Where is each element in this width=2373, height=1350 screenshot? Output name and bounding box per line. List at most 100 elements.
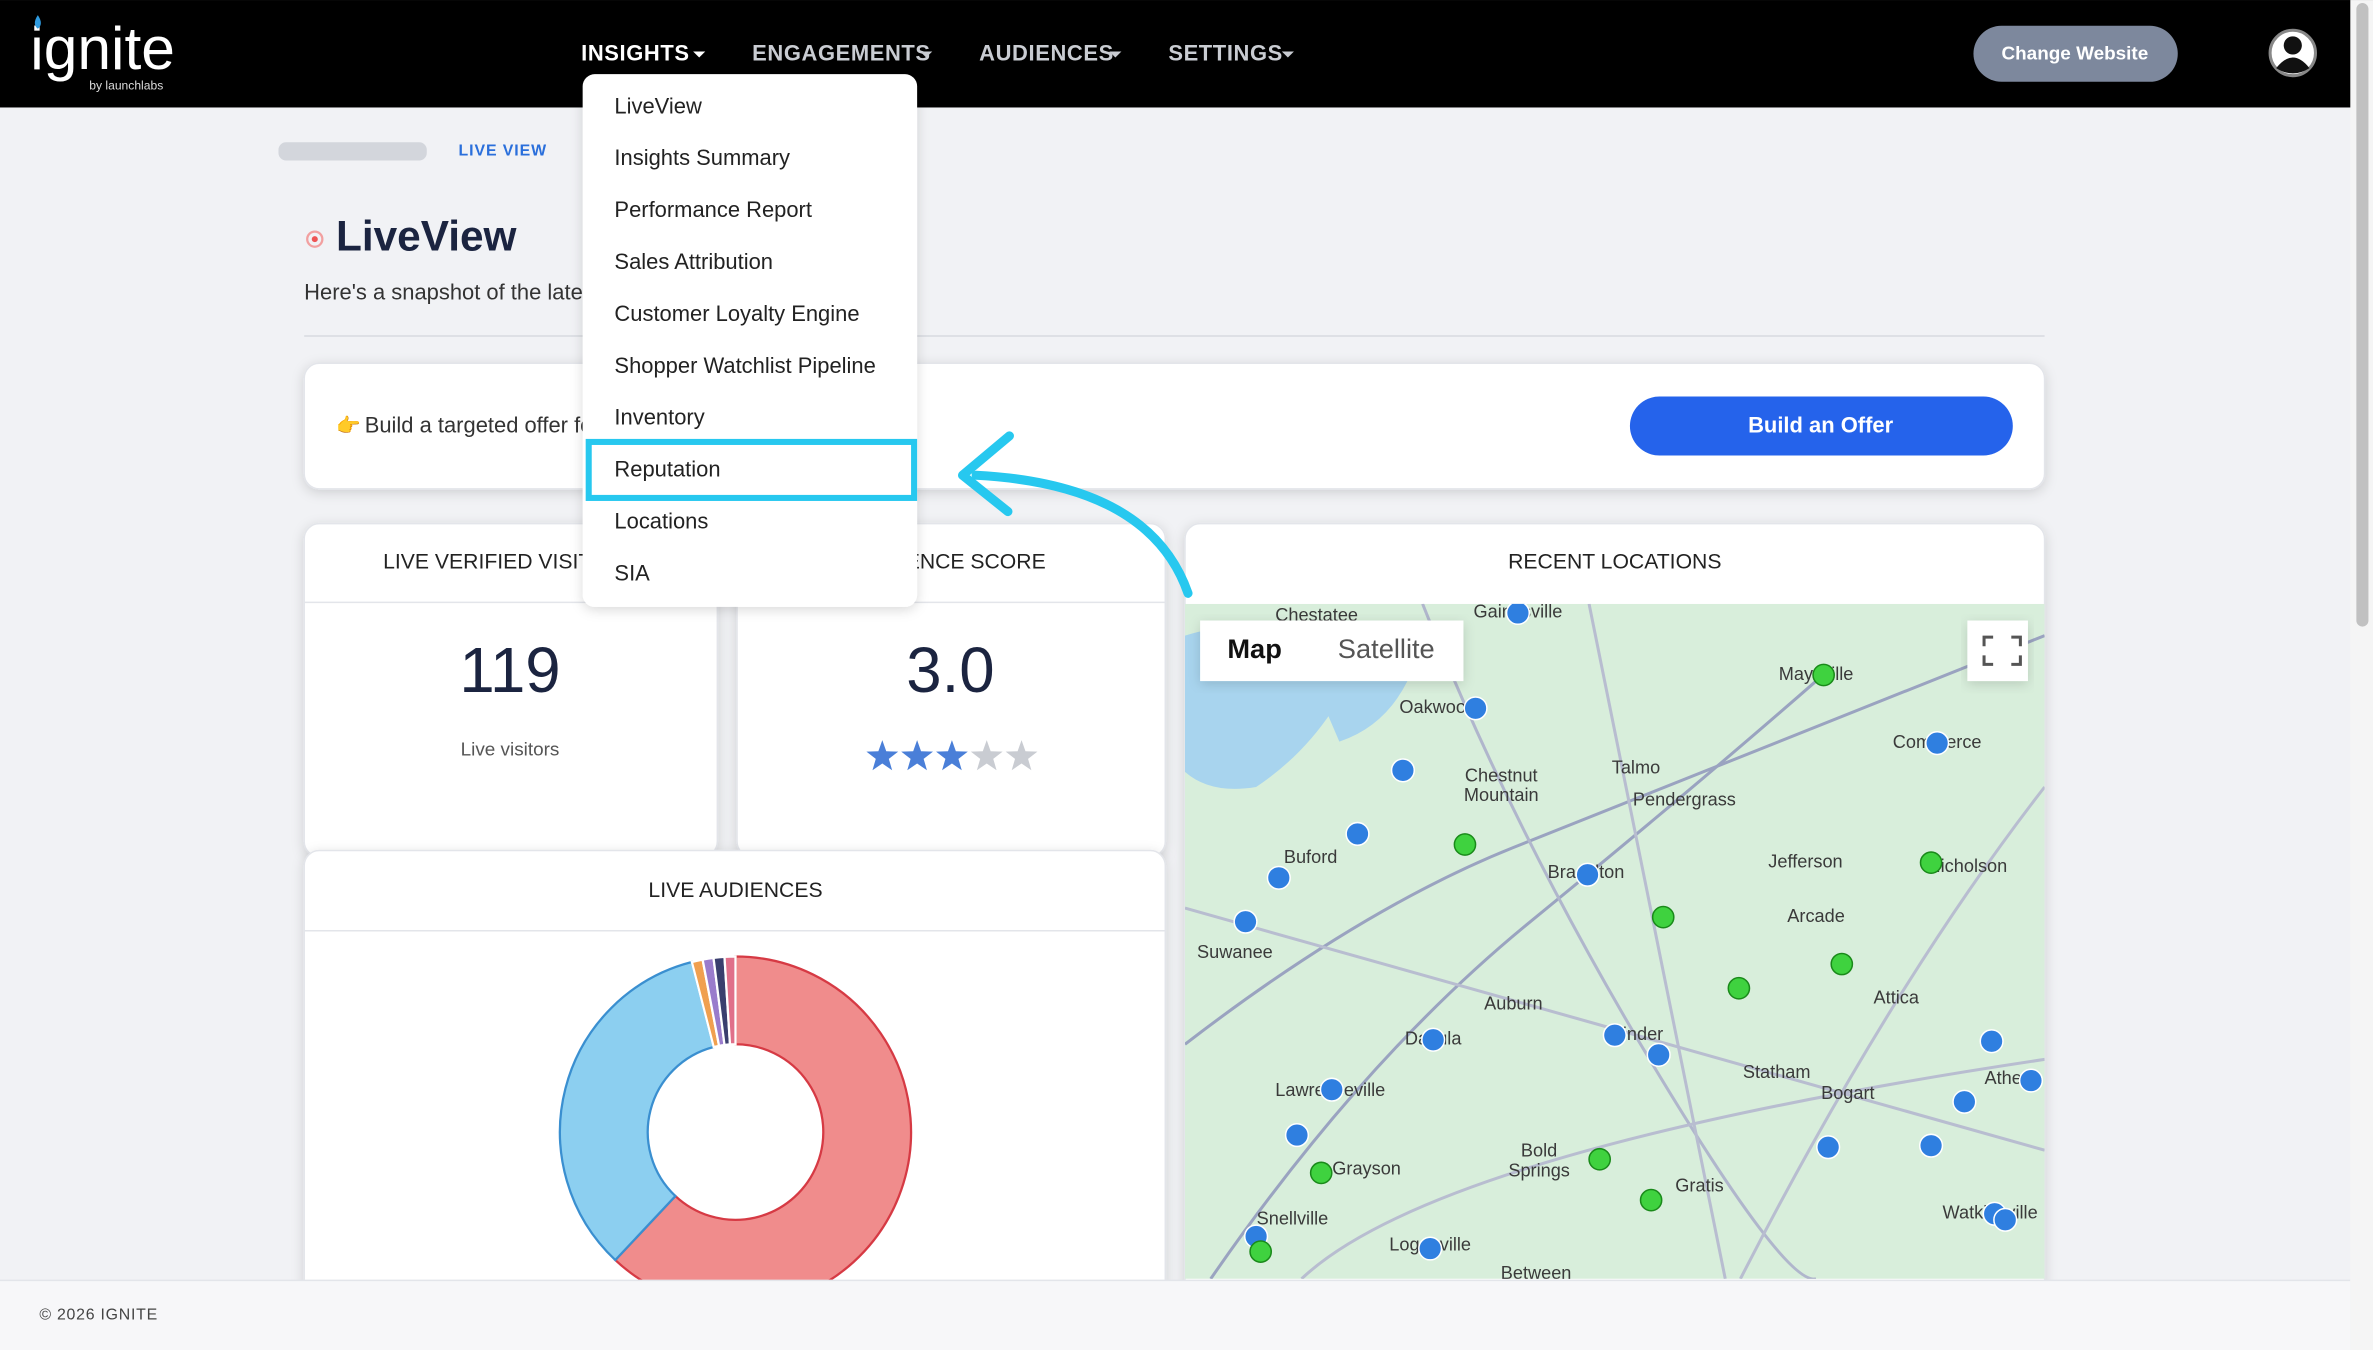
fullscreen-icon	[1982, 635, 2022, 666]
visitor-label: Live visitors	[461, 740, 560, 761]
star	[1005, 740, 1038, 771]
map-tab[interactable]: Satellite	[1338, 633, 1435, 664]
nav-caret	[1281, 51, 1294, 58]
map-marker-blue[interactable]	[1418, 1236, 1443, 1261]
dropdown-menu	[582, 74, 918, 607]
map-place-label: Talmo	[1612, 758, 1660, 778]
build-offer-button[interactable]	[1629, 396, 2013, 456]
map-marker-green[interactable]	[1651, 905, 1675, 929]
road	[1300, 1057, 2045, 1279]
map-marker-green[interactable]	[1588, 1147, 1612, 1171]
map-place-label: Grayson	[1332, 1159, 1401, 1179]
map-place-label: Attica	[1874, 988, 1920, 1008]
map-marker-green[interactable]	[1919, 851, 1943, 875]
map-marker-blue[interactable]	[1390, 758, 1416, 783]
road	[1739, 786, 2045, 1279]
star	[901, 740, 934, 771]
map-place-label: Pendergrass	[1633, 789, 1736, 809]
nav-item[interactable]: ENGAGEMENTS	[752, 40, 931, 65]
star	[936, 740, 968, 771]
dropdown-item[interactable]: Reputation	[614, 457, 720, 482]
card-title: RECENT LOCATIONS	[1508, 551, 1721, 574]
road	[1587, 603, 1727, 1279]
map-place-label: Auburn	[1484, 994, 1543, 1014]
map-place-label: Between	[1501, 1263, 1572, 1283]
map-marker-blue[interactable]	[1319, 1077, 1344, 1102]
nav-item[interactable]: INSIGHTS	[581, 40, 689, 65]
road	[1421, 603, 1817, 1279]
donut-segment[interactable]	[723, 955, 737, 1046]
card-title: LIVE VERIFIED VISITORS	[383, 551, 637, 574]
star	[866, 740, 899, 771]
map-marker-blue[interactable]	[1646, 1042, 1671, 1067]
donut-segment[interactable]	[558, 960, 716, 1262]
map-marker-blue[interactable]	[2018, 1068, 2044, 1093]
map-marker-blue[interactable]	[1345, 821, 1370, 847]
map-marker-blue[interactable]	[1463, 696, 1488, 721]
dropdown-item[interactable]: Sales Attribution	[614, 249, 773, 274]
map-marker-blue[interactable]	[1918, 1133, 1944, 1158]
annotation-arrowhead	[957, 431, 1014, 517]
map-marker-green[interactable]	[1249, 1240, 1273, 1263]
star	[970, 740, 1003, 771]
map-marker-green[interactable]	[1453, 833, 1477, 856]
map-marker-green[interactable]	[1309, 1161, 1333, 1185]
map-marker-green[interactable]	[1727, 976, 1751, 1000]
dropdown-item[interactable]: Locations	[614, 509, 708, 534]
map-tab[interactable]: Map	[1227, 633, 1281, 664]
dropdown-item[interactable]: Shopper Watchlist Pipeline	[614, 353, 875, 378]
road	[1184, 634, 2045, 1046]
map-place-label: Snellville	[1257, 1209, 1329, 1229]
score-value: 3.0	[906, 635, 994, 706]
map-place-label: Bold Springs	[1508, 1141, 1570, 1181]
map-marker-green[interactable]	[1639, 1188, 1663, 1212]
dropdown-item[interactable]: LiveView	[614, 93, 702, 118]
map-place-label: Nicholson	[1928, 856, 2008, 876]
dropdown-item[interactable]: SIA	[614, 560, 650, 585]
map-marker-blue[interactable]	[1575, 862, 1600, 887]
dropdown-item[interactable]: Insights Summary	[614, 145, 790, 170]
map-marker-blue[interactable]	[1421, 1027, 1446, 1052]
map-marker-green[interactable]	[1812, 663, 1835, 687]
map-marker-blue[interactable]	[1505, 602, 1531, 626]
map-marker-blue[interactable]	[1233, 909, 1258, 934]
map-marker-blue[interactable]	[1266, 865, 1291, 890]
scrollbar-thumb[interactable]	[2356, 3, 2369, 627]
logo-drop	[34, 15, 41, 29]
footer-text: © 2026 IGNITE	[39, 1306, 158, 1323]
breadcrumb[interactable]: LIVE VIEW	[459, 143, 547, 160]
fullscreen-button[interactable]	[1967, 620, 2028, 682]
map-marker-blue[interactable]	[1925, 730, 1950, 756]
map-marker-blue[interactable]	[1993, 1207, 2018, 1232]
map-marker-blue[interactable]	[1816, 1135, 1841, 1160]
build-offer-label[interactable]: Build an Offer	[1748, 413, 1893, 438]
dropdown-item[interactable]: Inventory	[614, 405, 704, 430]
logo-sub: by launchlabs	[89, 78, 163, 92]
live-dot-core	[311, 236, 318, 243]
footer	[0, 1280, 2351, 1350]
map-place-label: Oakwood	[1399, 697, 1476, 717]
change-website-label[interactable]: Change Website	[2001, 44, 2148, 65]
road	[1209, 679, 1818, 1279]
map-marker-blue[interactable]	[1602, 1023, 1627, 1048]
map-type-control	[1200, 620, 1464, 682]
lake	[1316, 667, 1408, 742]
card-title: LIVE AUDIENCES	[648, 879, 822, 902]
map-marker-blue[interactable]	[1952, 1089, 1977, 1114]
live-dot	[306, 230, 324, 248]
map-marker-blue[interactable]	[1979, 1029, 2004, 1054]
map-place-label: Chestnut Mountain	[1464, 765, 1539, 805]
change-website-button[interactable]	[1973, 25, 2178, 82]
map-marker-green[interactable]	[1830, 952, 1854, 976]
avatar-head	[2283, 36, 2302, 55]
dropdown-item[interactable]: Performance Report	[614, 197, 812, 222]
map-marker-blue[interactable]	[1284, 1122, 1310, 1148]
nav-caret	[920, 51, 933, 58]
hand-icon: 👉	[336, 414, 360, 437]
nav-item[interactable]: SETTINGS	[1168, 40, 1283, 65]
nav-item[interactable]: AUDIENCES	[979, 40, 1114, 65]
dropdown-item[interactable]: Customer Loyalty Engine	[614, 301, 859, 326]
map-place-label: Suwanee	[1197, 942, 1273, 962]
